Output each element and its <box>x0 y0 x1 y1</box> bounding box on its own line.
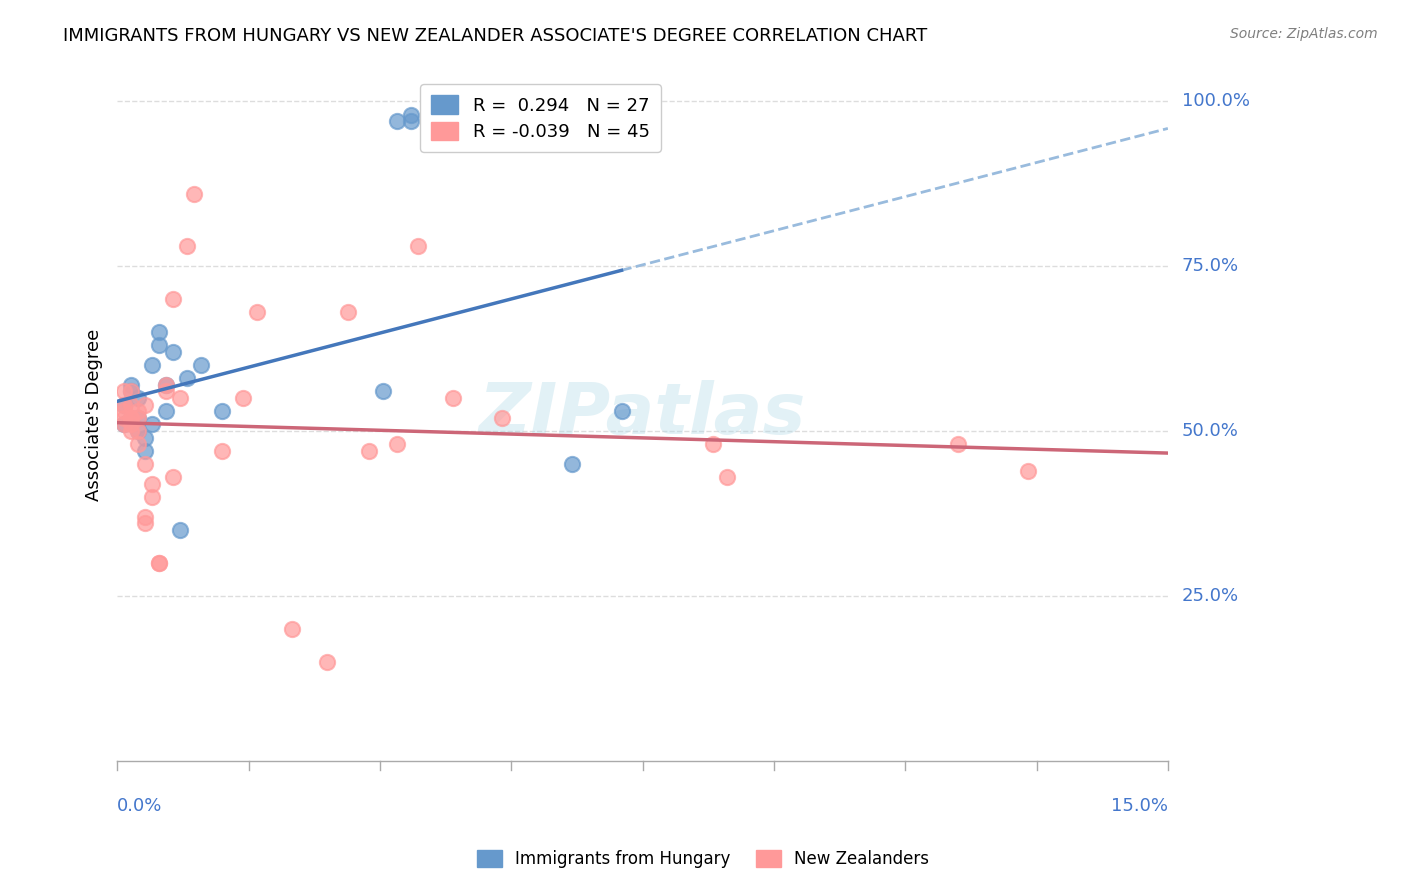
Point <box>127 391 149 405</box>
Point <box>141 358 163 372</box>
Point <box>155 377 177 392</box>
Point <box>127 410 149 425</box>
Text: IMMIGRANTS FROM HUNGARY VS NEW ZEALANDER ASSOCIATE'S DEGREE CORRELATION CHART: IMMIGRANTS FROM HUNGARY VS NEW ZEALANDER… <box>63 27 928 45</box>
Point <box>176 371 198 385</box>
Point <box>169 391 191 405</box>
Point <box>610 404 633 418</box>
Point <box>148 338 170 352</box>
Point <box>337 305 360 319</box>
Text: 15.0%: 15.0% <box>1111 797 1168 814</box>
Point <box>112 417 135 432</box>
Point <box>716 470 738 484</box>
Point <box>162 345 184 359</box>
Point <box>401 114 423 128</box>
Point <box>112 398 135 412</box>
Point <box>134 457 156 471</box>
Point <box>387 114 409 128</box>
Point <box>441 391 464 405</box>
Point <box>162 470 184 484</box>
Text: 50.0%: 50.0% <box>1182 422 1239 440</box>
Point <box>120 410 142 425</box>
Point <box>112 410 135 425</box>
Point <box>112 417 135 432</box>
Point <box>359 443 381 458</box>
Point <box>134 398 156 412</box>
Text: ZIPatlas: ZIPatlas <box>479 380 806 449</box>
Point <box>946 437 969 451</box>
Point <box>134 516 156 531</box>
Point <box>120 424 142 438</box>
Point <box>373 384 395 399</box>
Point <box>702 437 724 451</box>
Point <box>148 556 170 570</box>
Point <box>148 556 170 570</box>
Point <box>120 384 142 399</box>
Point <box>281 622 304 636</box>
Point <box>134 443 156 458</box>
Text: 75.0%: 75.0% <box>1182 257 1239 276</box>
Point <box>162 292 184 306</box>
Text: 100.0%: 100.0% <box>1182 93 1250 111</box>
Point <box>120 410 142 425</box>
Point <box>169 523 191 537</box>
Point <box>1017 464 1039 478</box>
Point <box>148 325 170 339</box>
Y-axis label: Associate's Degree: Associate's Degree <box>86 328 103 500</box>
Point <box>491 410 513 425</box>
Point <box>134 431 156 445</box>
Point <box>246 305 269 319</box>
Point <box>112 404 135 418</box>
Point <box>127 424 149 438</box>
Point <box>561 457 583 471</box>
Point <box>211 404 233 418</box>
Point <box>120 384 142 399</box>
Point <box>120 417 142 432</box>
Point <box>401 108 423 122</box>
Point <box>316 655 339 669</box>
Point <box>408 239 430 253</box>
Point <box>232 391 254 405</box>
Point <box>141 490 163 504</box>
Point <box>155 404 177 418</box>
Point <box>127 410 149 425</box>
Point <box>141 417 163 432</box>
Point <box>120 410 142 425</box>
Point <box>387 437 409 451</box>
Point <box>127 424 149 438</box>
Point <box>183 186 205 201</box>
Point <box>127 404 149 418</box>
Point <box>120 377 142 392</box>
Point <box>112 398 135 412</box>
Text: 25.0%: 25.0% <box>1182 587 1239 605</box>
Point <box>211 443 233 458</box>
Legend: Immigrants from Hungary, New Zealanders: Immigrants from Hungary, New Zealanders <box>471 843 935 875</box>
Point <box>141 476 163 491</box>
Point <box>176 239 198 253</box>
Point <box>120 398 142 412</box>
Point <box>155 377 177 392</box>
Point <box>155 384 177 399</box>
Text: Source: ZipAtlas.com: Source: ZipAtlas.com <box>1230 27 1378 41</box>
Text: 0.0%: 0.0% <box>117 797 163 814</box>
Legend: R =  0.294   N = 27, R = -0.039   N = 45: R = 0.294 N = 27, R = -0.039 N = 45 <box>420 85 661 152</box>
Point <box>190 358 212 372</box>
Point <box>127 437 149 451</box>
Point <box>112 384 135 399</box>
Point <box>134 509 156 524</box>
